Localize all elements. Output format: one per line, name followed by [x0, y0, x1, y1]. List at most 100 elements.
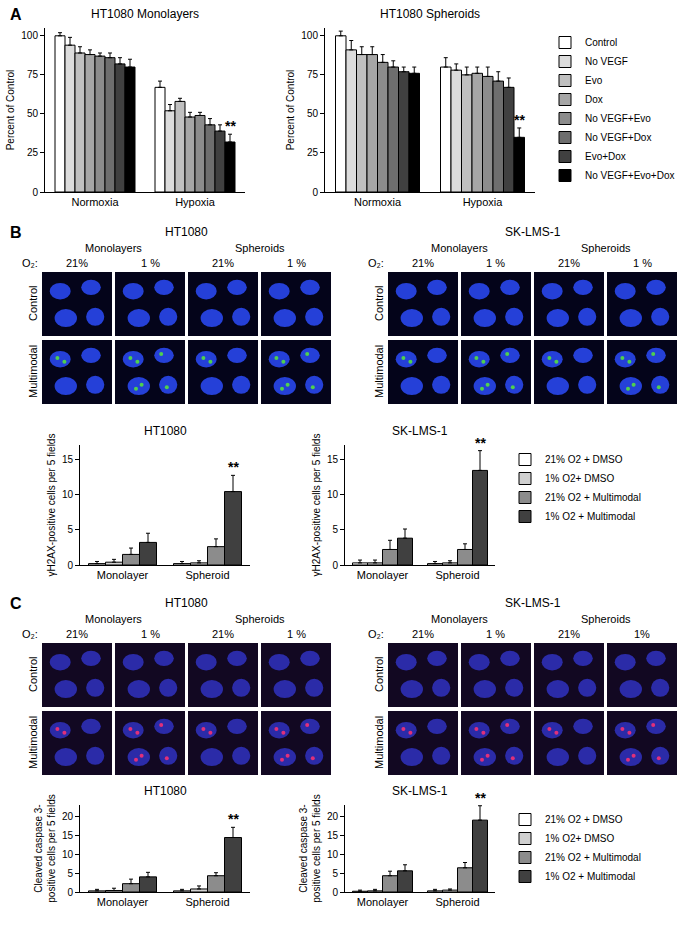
svg-text:100: 100 — [21, 30, 38, 41]
svg-text:Percent of Control: Percent of Control — [5, 70, 16, 151]
svg-text:O₂:: O₂: — [368, 628, 384, 640]
svg-text:15: 15 — [327, 454, 339, 465]
svg-text:No VEGF+Dox: No VEGF+Dox — [585, 132, 651, 143]
svg-text:0: 0 — [332, 887, 338, 898]
svg-text:**: ** — [514, 112, 525, 128]
svg-text:21%: 21% — [412, 257, 434, 269]
svg-text:5: 5 — [67, 868, 73, 879]
svg-text:**: ** — [225, 118, 236, 134]
svg-text:O₂:: O₂: — [22, 628, 38, 640]
svg-text:Monolayers: Monolayers — [85, 242, 142, 254]
svg-text:10: 10 — [62, 849, 74, 860]
svg-text:5: 5 — [67, 524, 73, 535]
svg-text:20: 20 — [62, 811, 74, 822]
svg-text:1%: 1% — [634, 628, 650, 640]
svg-text:100: 100 — [301, 30, 318, 41]
svg-text:1 %: 1 % — [287, 628, 306, 640]
svg-text:HT1080 Monolayers: HT1080 Monolayers — [91, 7, 199, 21]
svg-text:A: A — [10, 6, 22, 23]
svg-text:Spheroid: Spheroid — [185, 896, 229, 908]
svg-text:1% O2 + Multimodal: 1% O2 + Multimodal — [545, 871, 635, 882]
svg-text:Control: Control — [585, 37, 617, 48]
svg-text:No VEGF+Evo: No VEGF+Evo — [585, 113, 651, 124]
svg-text:Spheroids: Spheroids — [235, 242, 285, 254]
svg-text:Monolayers: Monolayers — [85, 613, 142, 625]
svg-text:0: 0 — [67, 887, 73, 898]
svg-text:0: 0 — [67, 560, 73, 571]
svg-text:HT1080: HT1080 — [144, 424, 187, 438]
svg-text:Monolayers: Monolayers — [431, 613, 488, 625]
svg-text:0: 0 — [312, 187, 318, 198]
svg-text:0: 0 — [32, 187, 38, 198]
svg-text:B: B — [10, 224, 22, 241]
svg-text:SK-LMS-1: SK-LMS-1 — [392, 784, 448, 798]
svg-text:21% O2 + DMSO: 21% O2 + DMSO — [545, 454, 623, 465]
svg-text:Monolayer: Monolayer — [357, 569, 409, 581]
svg-text:Spheroid: Spheroid — [435, 896, 479, 908]
svg-text:Multimodal: Multimodal — [373, 716, 385, 769]
svg-text:1% O2 + Multimodal: 1% O2 + Multimodal — [545, 511, 635, 522]
svg-text:HT1080: HT1080 — [144, 784, 187, 798]
svg-text:Cleaved caspase 3-positive cel: Cleaved caspase 3-positive cells per 5 f… — [33, 794, 57, 902]
svg-text:Control: Control — [373, 657, 385, 692]
svg-text:Evo+Dox: Evo+Dox — [585, 151, 626, 162]
svg-text:15: 15 — [327, 830, 339, 841]
svg-text:5: 5 — [332, 868, 338, 879]
svg-text:Control: Control — [27, 286, 39, 321]
svg-text:1% O2+ DMSO: 1% O2+ DMSO — [545, 473, 614, 484]
svg-text:Monolayers: Monolayers — [431, 242, 488, 254]
svg-text:SK-LMS-1: SK-LMS-1 — [392, 424, 448, 438]
svg-text:Hypoxia: Hypoxia — [463, 196, 504, 208]
svg-text:Hypoxia: Hypoxia — [175, 196, 216, 208]
svg-text:O₂:: O₂: — [368, 257, 384, 269]
svg-text:SK-LMS-1: SK-LMS-1 — [505, 225, 561, 239]
svg-text:Evo: Evo — [585, 75, 603, 86]
svg-text:21% O2 + DMSO: 21% O2 + DMSO — [545, 814, 623, 825]
svg-text:Multimodal: Multimodal — [27, 345, 39, 398]
svg-text:Monolayer: Monolayer — [357, 896, 409, 908]
svg-text:**: ** — [228, 811, 239, 827]
svg-text:21%: 21% — [66, 628, 88, 640]
svg-text:21%: 21% — [212, 257, 234, 269]
svg-text:Multimodal: Multimodal — [27, 716, 39, 769]
svg-text:15: 15 — [62, 454, 74, 465]
svg-text:10: 10 — [62, 489, 74, 500]
svg-text:10: 10 — [327, 489, 339, 500]
svg-text:Spheroids: Spheroids — [235, 613, 285, 625]
svg-text:15: 15 — [62, 830, 74, 841]
svg-text:Normoxia: Normoxia — [71, 196, 119, 208]
svg-text:Control: Control — [27, 657, 39, 692]
svg-text:Spheroid: Spheroid — [435, 569, 479, 581]
svg-text:75: 75 — [307, 69, 319, 80]
svg-text:O₂:: O₂: — [22, 257, 38, 269]
svg-text:No VEGF: No VEGF — [585, 56, 628, 67]
svg-text:Dox: Dox — [585, 94, 603, 105]
svg-text:21%: 21% — [66, 257, 88, 269]
svg-text:20: 20 — [327, 811, 339, 822]
svg-text:1 %: 1 % — [633, 257, 652, 269]
svg-text:Spheroids: Spheroids — [581, 242, 631, 254]
svg-text:Cleaved caspase 3-positive cel: Cleaved caspase 3-positive cells per 5 f… — [298, 794, 322, 902]
svg-text:Normoxia: Normoxia — [354, 196, 402, 208]
svg-text:1 %: 1 % — [486, 257, 505, 269]
svg-text:Spheroids: Spheroids — [581, 613, 631, 625]
svg-text:75: 75 — [27, 69, 39, 80]
svg-text:Monolayer: Monolayer — [97, 569, 149, 581]
svg-text:Monolayer: Monolayer — [97, 896, 149, 908]
svg-text:1 %: 1 % — [141, 628, 160, 640]
svg-text:1 %: 1 % — [287, 257, 306, 269]
svg-text:Spheroid: Spheroid — [185, 569, 229, 581]
svg-text:HT1080: HT1080 — [165, 596, 208, 610]
svg-text:HT1080 Spheroids: HT1080 Spheroids — [380, 7, 480, 21]
svg-text:50: 50 — [307, 108, 319, 119]
svg-text:21%: 21% — [558, 257, 580, 269]
svg-text:25: 25 — [27, 147, 39, 158]
svg-text:10: 10 — [327, 849, 339, 860]
svg-text:21% O2 + Multimodal: 21% O2 + Multimodal — [545, 492, 641, 503]
svg-text:**: ** — [475, 435, 486, 451]
svg-text:γH2AX-positive cells per 5 fie: γH2AX-positive cells per 5 fields — [46, 434, 57, 577]
svg-text:21%: 21% — [412, 628, 434, 640]
svg-text:No VEGF+Evo+Dox: No VEGF+Evo+Dox — [585, 170, 674, 181]
svg-text:0: 0 — [332, 560, 338, 571]
svg-text:SK-LMS-1: SK-LMS-1 — [505, 596, 561, 610]
